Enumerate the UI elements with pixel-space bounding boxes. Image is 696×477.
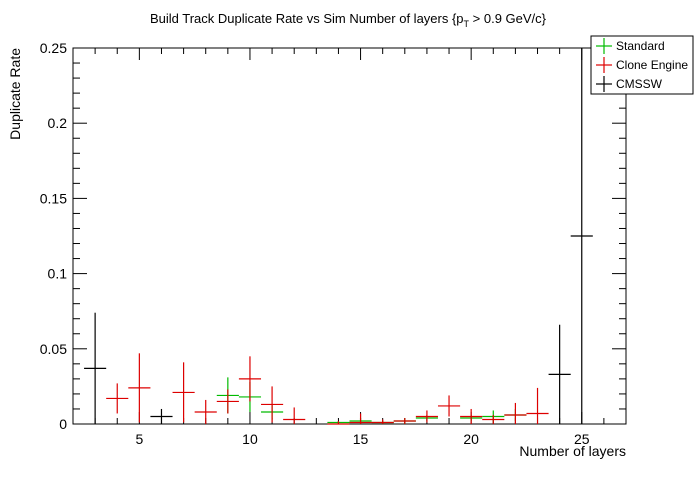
legend-label: CMSSW (616, 77, 663, 91)
data-point (194, 399, 217, 424)
data-point (393, 417, 416, 424)
data-point (548, 324, 571, 424)
y-tick-label: 0.05 (40, 341, 67, 357)
data-point (570, 48, 593, 424)
y-axis-label: Duplicate Rate (7, 48, 23, 140)
legend-entry-clone-engine: Clone Engine (596, 57, 688, 73)
data-point (128, 353, 151, 423)
x-axis-label: Number of layers (519, 443, 626, 459)
data-point (216, 389, 239, 414)
legend: Standard Clone Engine CMSSW (590, 35, 694, 95)
data-point (261, 386, 284, 423)
x-tick-label: 10 (242, 431, 258, 447)
legend-label: Clone Engine (616, 58, 688, 72)
series-cmssw (84, 48, 593, 424)
series-clone-engine (106, 353, 549, 425)
data-point (482, 414, 505, 424)
legend-entry-cmssw: CMSSW (596, 76, 663, 92)
y-tick-label: 0 (59, 416, 67, 432)
data-point (349, 413, 372, 424)
chart-title-main: Build Track Duplicate Rate vs Sim Number… (150, 11, 464, 26)
x-tick-label: 25 (574, 431, 590, 447)
chart-title-subscript: T (464, 19, 470, 29)
chart-title-tail: > 0.9 GeV/c} (469, 11, 547, 26)
chart-title: Build Track Duplicate Rate vs Sim Number… (150, 11, 547, 29)
legend-label: Standard (616, 39, 665, 53)
x-tick-label: 5 (135, 431, 143, 447)
data-point (150, 408, 173, 424)
y-axis: 0 0.05 0.1 0.15 0.2 0.25 (40, 40, 626, 432)
data-point (283, 407, 306, 424)
data-point (84, 312, 107, 424)
y-tick-label: 0.25 (40, 40, 67, 56)
data-point (460, 408, 483, 424)
data-point (526, 387, 549, 424)
data-point (415, 410, 438, 423)
legend-entry-standard: Standard (596, 38, 665, 54)
data-point (371, 419, 394, 424)
y-tick-label: 0.15 (40, 190, 67, 206)
x-tick-label: 15 (353, 431, 369, 447)
y-tick-label: 0.2 (48, 115, 68, 131)
data-point (327, 420, 350, 425)
data-point (504, 402, 527, 424)
data-point (106, 383, 129, 414)
y-tick-label: 0.1 (48, 266, 68, 282)
data-point (238, 356, 262, 402)
x-tick-label: 20 (463, 431, 479, 447)
data-layer (84, 48, 593, 425)
data-point (437, 395, 461, 417)
data-point (172, 362, 195, 423)
